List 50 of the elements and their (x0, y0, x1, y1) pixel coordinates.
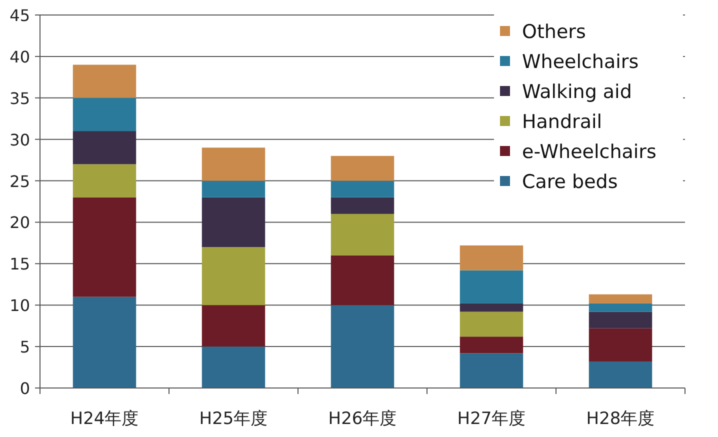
bar (460, 353, 524, 388)
legend-label: Others (522, 21, 586, 43)
bar (330, 255, 394, 306)
bar (588, 303, 652, 312)
y-tick-label: 35 (10, 88, 30, 108)
y-tick-label: 25 (10, 172, 30, 191)
legend-label: Handrail (522, 111, 602, 133)
bar (202, 180, 266, 198)
bar (460, 245, 524, 270)
bar (330, 305, 394, 388)
bar (460, 312, 524, 337)
bar (330, 180, 394, 198)
y-tick-label: 15 (10, 254, 30, 274)
y-tick-label: 45 (10, 6, 30, 25)
y-tick-label: 10 (10, 296, 30, 316)
bar (202, 148, 266, 181)
x-tick-label: H27年度 (457, 409, 526, 429)
y-tick-label: 20 (10, 213, 30, 232)
x-tick-label: H26年度 (328, 409, 397, 429)
bar (72, 197, 136, 297)
bar (588, 328, 652, 362)
x-tick-label: H28年度 (586, 409, 655, 429)
bar (460, 303, 524, 312)
legend-label: Care beds (522, 171, 618, 193)
bar (72, 131, 136, 164)
bar (588, 312, 652, 328)
bar (330, 156, 394, 181)
y-tick-label: 30 (10, 130, 30, 150)
y-tick-label: 0 (20, 379, 30, 398)
bar (72, 64, 136, 98)
legend-label: Wheelchairs (522, 51, 639, 73)
bar (202, 305, 266, 347)
x-tick-label: H24年度 (70, 409, 139, 429)
bar (460, 270, 524, 304)
bar (72, 164, 136, 198)
bar (588, 361, 652, 388)
legend-label: Walking aid (522, 81, 632, 103)
bar (72, 98, 136, 132)
bar (72, 296, 136, 388)
x-tick-label: H25年度 (199, 409, 268, 429)
legend-label: e-Wheelchairs (522, 141, 656, 163)
bar (202, 346, 266, 388)
y-tick-label: 5 (20, 338, 30, 357)
bar (330, 214, 394, 256)
bar (202, 197, 266, 248)
y-tick-label: 40 (10, 47, 30, 66)
bar (588, 294, 652, 304)
bar (202, 247, 266, 306)
bar (330, 197, 394, 214)
bar (460, 336, 524, 354)
